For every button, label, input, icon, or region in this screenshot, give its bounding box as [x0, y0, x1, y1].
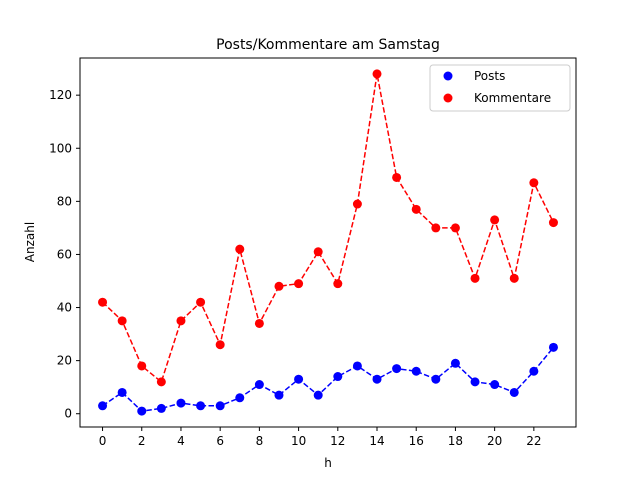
- data-point-kommentare: [372, 69, 382, 79]
- data-point-kommentare: [529, 178, 539, 188]
- series-layer: [98, 69, 558, 416]
- plot-frame: [79, 57, 577, 428]
- x-tick-label: 14: [369, 434, 384, 448]
- data-point-kommentare: [156, 377, 166, 387]
- legend: Posts Kommentare: [429, 64, 571, 112]
- data-point-kommentare: [274, 281, 284, 291]
- y-axis-label: Anzahl: [23, 222, 37, 262]
- data-point-posts: [411, 366, 421, 376]
- data-point-posts: [98, 401, 108, 411]
- legend-marker-kommentare: [443, 93, 453, 103]
- data-point-kommentare: [352, 199, 362, 209]
- data-point-kommentare: [235, 244, 245, 254]
- data-point-posts: [392, 364, 402, 374]
- x-tick-label: 8: [256, 434, 264, 448]
- data-point-kommentare: [490, 215, 500, 225]
- data-point-posts: [313, 390, 323, 400]
- data-point-posts: [196, 401, 206, 411]
- chart-title: Posts/Kommentare am Samstag: [216, 37, 440, 53]
- data-point-kommentare: [470, 273, 480, 283]
- data-point-posts: [431, 374, 441, 384]
- x-tick-label: 18: [448, 434, 463, 448]
- data-point-posts: [274, 390, 284, 400]
- x-tick-label: 12: [330, 434, 345, 448]
- data-point-kommentare: [98, 297, 108, 307]
- data-point-posts: [470, 377, 480, 387]
- data-point-posts: [509, 387, 519, 397]
- data-point-posts: [529, 366, 539, 376]
- data-point-kommentare: [294, 279, 304, 289]
- x-tick-label: 16: [409, 434, 424, 448]
- y-tick-label: 60: [57, 247, 72, 261]
- data-point-kommentare: [254, 318, 264, 328]
- x-tick-label: 6: [216, 434, 224, 448]
- data-point-posts: [176, 398, 186, 408]
- data-point-kommentare: [313, 247, 323, 257]
- data-point-kommentare: [137, 361, 147, 371]
- y-axis: 0 20 40 60 80 100 120: [49, 88, 80, 421]
- data-point-kommentare: [117, 316, 127, 326]
- legend-label-posts: Posts: [474, 69, 505, 83]
- legend-box: [429, 64, 571, 112]
- x-tick-label: 10: [291, 434, 306, 448]
- x-tick-label: 4: [177, 434, 185, 448]
- data-point-posts: [235, 393, 245, 403]
- data-point-posts: [333, 372, 343, 382]
- y-tick-label: 0: [64, 407, 72, 421]
- data-point-posts: [215, 401, 225, 411]
- y-tick-label: 20: [57, 354, 72, 368]
- data-point-kommentare: [411, 204, 421, 214]
- data-point-posts: [294, 374, 304, 384]
- y-tick-label: 80: [57, 194, 72, 208]
- legend-label-kommentare: Kommentare: [474, 91, 551, 105]
- data-point-posts: [156, 403, 166, 413]
- data-point-kommentare: [392, 172, 402, 182]
- data-point-posts: [450, 358, 460, 368]
- data-point-posts: [548, 342, 558, 352]
- data-point-kommentare: [431, 223, 441, 233]
- data-point-posts: [372, 374, 382, 384]
- data-point-kommentare: [548, 218, 558, 228]
- y-tick-label: 40: [57, 301, 72, 315]
- data-point-kommentare: [196, 297, 206, 307]
- legend-marker-posts: [443, 71, 453, 81]
- data-point-posts: [117, 387, 127, 397]
- data-point-posts: [254, 380, 264, 390]
- x-axis-label: h: [324, 456, 332, 470]
- x-tick-label: 22: [526, 434, 541, 448]
- x-tick-label: 0: [99, 434, 107, 448]
- x-axis: 0 2 4 6 8 10 12 14 16 18 20 22: [99, 427, 541, 448]
- data-point-kommentare: [215, 340, 225, 350]
- data-point-posts: [137, 406, 147, 416]
- x-tick-label: 20: [487, 434, 502, 448]
- series-line-kommentare: [102, 73, 555, 384]
- data-point-kommentare: [450, 223, 460, 233]
- legend-entries: Posts Kommentare: [443, 69, 551, 105]
- y-tick-label: 100: [49, 141, 72, 155]
- data-point-kommentare: [509, 273, 519, 283]
- data-point-kommentare: [333, 279, 343, 289]
- x-tick-label: 2: [138, 434, 146, 448]
- y-tick-label: 120: [49, 88, 72, 102]
- data-point-posts: [490, 380, 500, 390]
- data-point-kommentare: [176, 316, 186, 326]
- data-point-posts: [352, 361, 362, 371]
